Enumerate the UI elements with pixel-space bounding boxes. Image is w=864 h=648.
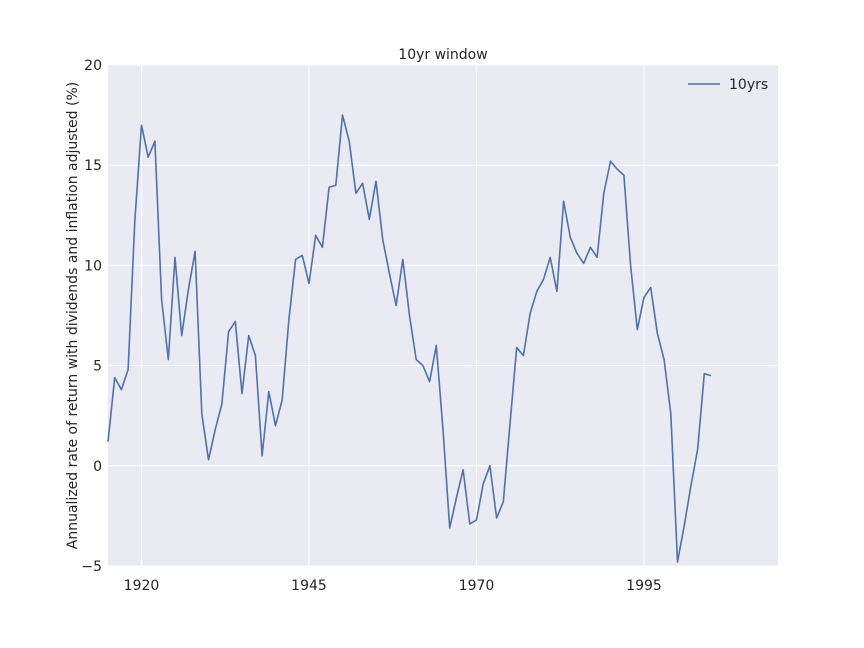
legend: 10yrs (688, 77, 768, 93)
x-tick-label: 1970 (459, 578, 495, 594)
y-tick-label: −5 (81, 559, 102, 575)
legend-label-10yrs: 10yrs (729, 77, 768, 93)
x-axis-ticks: 1920 1945 1970 1995 (124, 578, 662, 594)
y-tick-label: 0 (93, 459, 102, 475)
y-tick-label: 10 (84, 258, 102, 274)
y-tick-label: 15 (84, 158, 102, 174)
y-axis-ticks: −5 0 5 10 15 20 (81, 58, 102, 575)
y-tick-label: 5 (93, 359, 102, 375)
chart-title: 10yr window (398, 47, 487, 63)
y-tick-label: 20 (84, 58, 102, 74)
series-layer (107, 114, 712, 563)
grid-lines (108, 64, 778, 567)
x-tick-label: 1945 (291, 578, 327, 594)
x-tick-label: 1920 (124, 578, 160, 594)
y-axis-label: Annualized rate of return with dividends… (65, 82, 81, 549)
plot-area (108, 65, 778, 566)
x-tick-label: 1995 (626, 578, 662, 594)
series-line-10yrs (107, 114, 712, 563)
